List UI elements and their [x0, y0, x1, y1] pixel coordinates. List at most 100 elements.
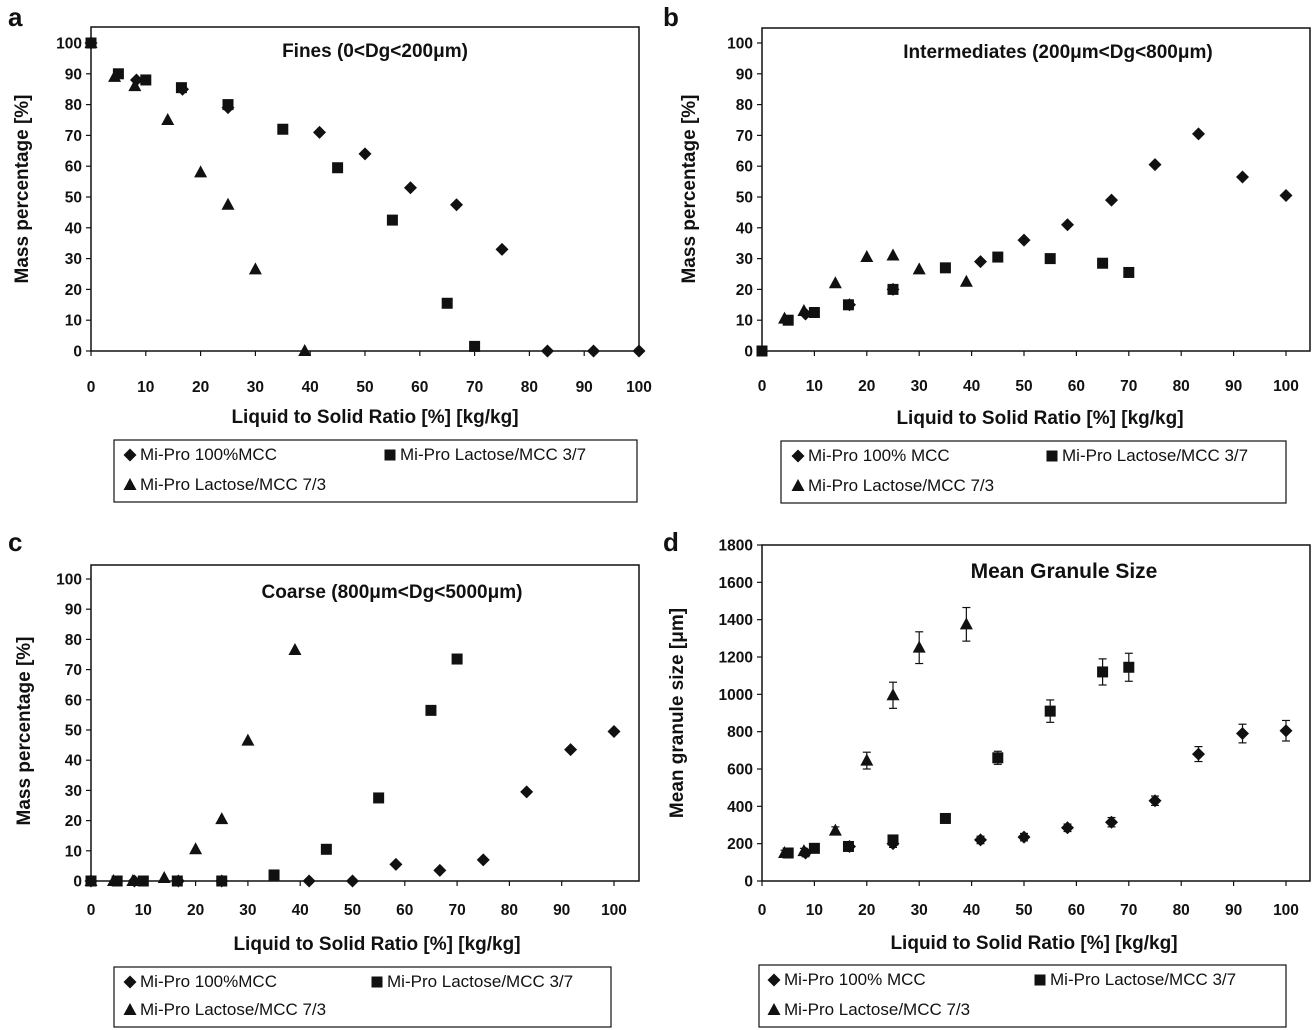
legend-diamond-icon	[767, 973, 781, 987]
square-data-point	[1123, 661, 1135, 673]
square-data-point	[992, 251, 1004, 263]
triangle-data-point	[912, 262, 926, 275]
y-ticks-b: 0 10 20 30 40 50 60 70 80 90 100	[727, 36, 762, 361]
y-tick-label: 40	[736, 220, 753, 237]
y-tick-label: 100	[56, 572, 82, 589]
plot-frame-c	[90, 564, 640, 882]
triangle-data-point	[886, 688, 900, 701]
square-data-point	[887, 283, 899, 295]
triangle-data-point	[797, 303, 811, 316]
diamond-data-point	[1279, 724, 1293, 738]
diamond-data-point	[974, 255, 988, 269]
y-tick-label: 80	[736, 97, 753, 114]
legend-diamond-icon	[791, 449, 805, 463]
triangle-data-point	[288, 642, 302, 655]
square-data-point	[842, 840, 854, 852]
panel-d: d Mean Granule Size 02004006008001000120…	[663, 527, 1311, 1028]
data-points-b	[756, 127, 1293, 357]
x-tick-label: 80	[501, 902, 518, 919]
panel-letter-b: b	[663, 2, 679, 32]
triangle-data-point	[912, 640, 926, 653]
diamond-data-point	[1148, 158, 1162, 172]
triangle-data-point	[797, 844, 811, 857]
square-data-point	[842, 299, 854, 311]
diamond-data-point	[1105, 815, 1119, 829]
legend-item-label: Mi-Pro Lactose/MCC 3/7	[387, 972, 573, 991]
legend-item-label: Mi-Pro 100% MCC	[808, 446, 950, 465]
square-data-point	[320, 843, 332, 855]
chart-title-b: Intermediates (200μm<Dg<800μm)	[903, 42, 1212, 63]
square-data-point	[222, 99, 234, 111]
triangle-data-point	[860, 753, 874, 766]
legend-square-icon	[371, 976, 383, 988]
diamond-data-point	[1105, 193, 1119, 207]
legend-item-label: Mi-Pro Lactose/MCC 3/7	[1062, 446, 1248, 465]
y-tick-label: 1600	[719, 575, 753, 592]
legend-box-b	[780, 440, 1287, 504]
square-data-point	[887, 834, 899, 846]
y-tick-label: 400	[727, 799, 753, 816]
square-data-point	[469, 340, 481, 352]
y-tick-label: 10	[65, 313, 82, 330]
x-tick-label: 100	[1273, 902, 1299, 919]
data-points-c	[84, 642, 621, 888]
x-axis-label-a: Liquid to Solid Ratio [%] [kg/kg]	[231, 407, 518, 428]
x-tick-label: 70	[448, 902, 465, 919]
x-tick-label: 100	[626, 379, 652, 396]
panel-b: b Intermediates (200μm<Dg<800μm) 0 10 20 30…	[663, 2, 1311, 504]
x-tick-label: 10	[806, 902, 823, 919]
square-data-point	[216, 875, 228, 887]
legend-square-icon	[1046, 450, 1058, 462]
x-tick-label: 0	[87, 902, 96, 919]
diamond-data-point	[1236, 727, 1250, 741]
chart-title-c: Coarse (800μm<Dg<5000μm)	[262, 582, 523, 603]
square-data-point	[332, 162, 344, 174]
legend-triangle-icon	[123, 478, 137, 490]
triangle-data-point	[778, 846, 792, 858]
x-tick-label: 40	[963, 902, 980, 919]
diamond-data-point	[520, 785, 534, 799]
y-axis-label-a: Mass percentage [%]	[12, 94, 33, 283]
panel-letter-a: a	[8, 2, 23, 32]
diamond-data-point	[1017, 233, 1031, 247]
x-tick-label: 50	[344, 902, 361, 919]
diamond-data-point	[389, 857, 403, 871]
legend-item-label: Mi-Pro 100% MCC	[784, 970, 926, 989]
x-tick-label: 30	[239, 902, 256, 919]
y-tick-label: 800	[727, 724, 753, 741]
x-tick-label: 20	[187, 902, 204, 919]
y-tick-label: 60	[65, 159, 82, 176]
triangle-data-point	[106, 874, 120, 886]
y-ticks-a: 0 10 20 30 40 50 60 70 80 90 100	[56, 36, 91, 361]
square-data-point	[1097, 257, 1109, 269]
x-tick-label: 90	[1225, 902, 1242, 919]
triangle-data-point	[886, 248, 900, 261]
diamond-data-point	[476, 853, 490, 867]
x-tick-label: 90	[1225, 378, 1242, 395]
triangle-data-point	[108, 69, 122, 82]
x-ticks-a: 0 10 20 30 40 50 60 70 80 90 100	[87, 351, 652, 396]
legend-triangle-icon	[123, 1003, 137, 1015]
diamond-data-point	[1148, 794, 1162, 808]
x-tick-label: 20	[858, 378, 875, 395]
y-tick-label: 20	[736, 282, 753, 299]
y-tick-label: 0	[73, 874, 82, 891]
x-tick-label: 30	[247, 379, 264, 396]
diamond-data-point	[1279, 188, 1293, 202]
diamond-data-point	[607, 725, 621, 739]
square-data-point	[1123, 266, 1135, 278]
y-tick-label: 0	[73, 344, 82, 361]
y-tick-label: 30	[65, 251, 82, 268]
square-data-point	[137, 875, 149, 887]
square-data-point	[277, 123, 289, 135]
y-tick-label: 10	[65, 843, 82, 860]
diamond-data-point	[495, 242, 509, 256]
legend-item-label: Mi-Pro Lactose/MCC 3/7	[1050, 970, 1236, 989]
square-data-point	[939, 262, 951, 274]
panel-a: a Fines (0<Dg<200μm) 0 10 20 30 40 50 60 70 80 90…	[8, 2, 652, 503]
x-tick-label: 10	[806, 378, 823, 395]
legend-item-label: Mi-Pro 100%MCC	[140, 972, 277, 991]
x-tick-label: 80	[1173, 378, 1190, 395]
x-tick-label: 0	[758, 902, 767, 919]
